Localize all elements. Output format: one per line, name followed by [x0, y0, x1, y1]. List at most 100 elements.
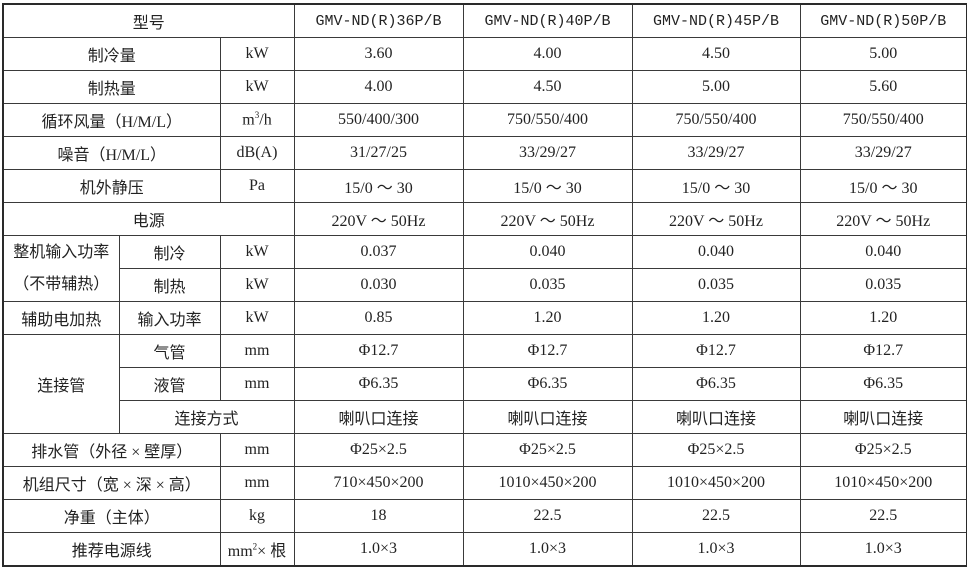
cell: 0.040 — [799, 235, 967, 269]
cell: 18 — [293, 499, 464, 533]
row-label: 电源 — [2, 202, 295, 236]
cell: 750/550/400 — [462, 103, 633, 137]
row-label: 制热量 — [2, 70, 221, 104]
row-unit: mm — [219, 433, 295, 467]
cell: 4.00 — [293, 70, 464, 104]
row-label: 机外静压 — [2, 169, 221, 203]
cell: Φ25×2.5 — [799, 433, 967, 467]
cell: 33/29/27 — [462, 136, 633, 170]
model-header: GMV-ND(R)45P/B — [631, 3, 801, 38]
table-row: 排水管（外径 × 壁厚） mm Φ25×2.5 Φ25×2.5 Φ25×2.5 Φ25×2… — [2, 433, 967, 467]
row-unit: kW — [219, 70, 295, 104]
cell: 5.00 — [799, 37, 967, 71]
row-sublabel: 输入功率 — [118, 301, 221, 335]
cell: 4.50 — [462, 70, 633, 104]
unit-rest: × 根 — [257, 543, 287, 560]
cell: 4.00 — [462, 37, 633, 71]
table-row: 推荐电源线 mm2× 根 1.0×3 1.0×3 1.0×3 1.0×3 — [2, 532, 967, 567]
cell: 31/27/25 — [293, 136, 464, 170]
unit-sup: 2 — [252, 541, 258, 552]
row-group-label: 连接管 — [2, 334, 120, 434]
header-label: 型号 — [2, 3, 295, 38]
cell: Φ12.7 — [293, 334, 464, 368]
cell: 0.037 — [293, 235, 464, 269]
table-row: 制热量 kW 4.00 4.50 5.00 5.60 — [2, 70, 967, 104]
table-row: 整机输入功率（不带辅热） 制冷 kW 0.037 0.040 0.040 0.0… — [2, 235, 967, 302]
cell: 1.20 — [462, 301, 633, 335]
table-row: 净重（主体） kg 18 22.5 22.5 22.5 — [2, 499, 967, 533]
cell: 22.5 — [799, 499, 967, 533]
cell: 750/550/400 — [799, 103, 967, 137]
cell: 220V ～ 50Hz — [631, 202, 801, 236]
cell: Φ6.35 — [462, 367, 633, 401]
table-row: 液管 mm Φ6.35 Φ6.35 Φ6.35 Φ6.35 — [3, 367, 967, 401]
cell: 220V ～ 50Hz — [462, 202, 633, 236]
row-unit: kW — [219, 235, 295, 269]
row-label: 制冷量 — [2, 37, 221, 71]
row-label: 推荐电源线 — [2, 532, 221, 567]
row-sublabel: 制热 — [118, 268, 221, 302]
row-sublabel: 气管 — [118, 334, 221, 368]
cell: Φ6.35 — [293, 367, 464, 401]
row-unit: kW — [219, 301, 295, 335]
cell: 3.60 — [293, 37, 464, 71]
cell: 1.0×3 — [293, 532, 464, 567]
table-row: 连接方式 喇叭口连接 喇叭口连接 喇叭口连接 喇叭口连接 — [3, 400, 967, 434]
spec-table: 型号 GMV-ND(R)36P/B GMV-ND(R)40P/B GMV-ND(… — [2, 3, 967, 567]
row-label: 辅助电加热 — [2, 301, 120, 335]
cell: Φ12.7 — [631, 334, 801, 368]
cell: Φ12.7 — [462, 334, 633, 368]
row-label: 排水管（外径 × 壁厚） — [2, 433, 221, 467]
cell: 0.040 — [631, 235, 801, 269]
cell: 0.85 — [293, 301, 464, 335]
model-header: GMV-ND(R)40P/B — [462, 3, 633, 38]
cell: 1.0×3 — [799, 532, 967, 567]
cell: 0.035 — [462, 268, 633, 302]
cell: Φ6.35 — [631, 367, 801, 401]
row-group-label: 整机输入功率（不带辅热） — [2, 235, 120, 302]
row-unit: kW — [219, 268, 295, 302]
cell: 0.030 — [293, 268, 464, 302]
table-row: 辅助电加热 输入功率 kW 0.85 1.20 1.20 1.20 — [2, 301, 967, 335]
cell: 750/550/400 — [631, 103, 801, 137]
unit-rest: /h — [259, 111, 272, 129]
cell: Φ25×2.5 — [462, 433, 633, 467]
cell: 33/29/27 — [631, 136, 801, 170]
cell: 1010×450×200 — [462, 466, 633, 500]
row-label: 噪音（H/M/L） — [2, 136, 221, 170]
cell: 5.00 — [631, 70, 801, 104]
table-row: 电源 220V ～ 50Hz 220V ～ 50Hz 220V ～ 50Hz 2… — [2, 202, 967, 236]
row-label: 机组尺寸（宽 × 深 × 高） — [2, 466, 221, 500]
cell: 22.5 — [462, 499, 633, 533]
cell: 22.5 — [631, 499, 801, 533]
row-sublabel: 制冷 — [118, 235, 221, 269]
cell: 0.035 — [631, 268, 801, 302]
cell: 1010×450×200 — [799, 466, 967, 500]
cell: 33/29/27 — [799, 136, 967, 170]
cell: Φ6.35 — [799, 367, 967, 401]
table-header-row: 型号 GMV-ND(R)36P/B GMV-ND(R)40P/B GMV-ND(… — [2, 3, 967, 38]
table-row: 噪音（H/M/L） dB(A) 31/27/25 33/29/27 33/29/27 33… — [2, 136, 967, 170]
cell: 4.50 — [631, 37, 801, 71]
unit-sup: 3 — [254, 110, 260, 121]
row-unit: m3/h — [219, 103, 295, 137]
table-row: 机组尺寸（宽 × 深 × 高） mm 710×450×200 1010×450×200… — [2, 466, 967, 500]
cell: 喇叭口连接 — [799, 400, 967, 434]
row-unit: mm — [219, 466, 295, 500]
cell: 15/0 ～ 30 — [799, 169, 967, 203]
cell: 喇叭口连接 — [631, 400, 801, 434]
cell: 220V ～ 50Hz — [799, 202, 967, 236]
row-unit: Pa — [219, 169, 295, 203]
row-unit: kW — [219, 37, 295, 71]
cell: 喇叭口连接 — [462, 400, 633, 434]
cell: 15/0 ～ 30 — [462, 169, 633, 203]
cell: 1.0×3 — [631, 532, 801, 567]
row-sublabel: 液管 — [118, 367, 221, 401]
cell: Φ25×2.5 — [631, 433, 801, 467]
row-unit: mm — [219, 367, 295, 401]
row-label: 循环风量（H/M/L） — [2, 103, 221, 137]
cell: Φ25×2.5 — [293, 433, 464, 467]
cell: Φ12.7 — [799, 334, 967, 368]
row-sublabel: 连接方式 — [118, 400, 295, 434]
cell: 15/0 ～ 30 — [293, 169, 464, 203]
